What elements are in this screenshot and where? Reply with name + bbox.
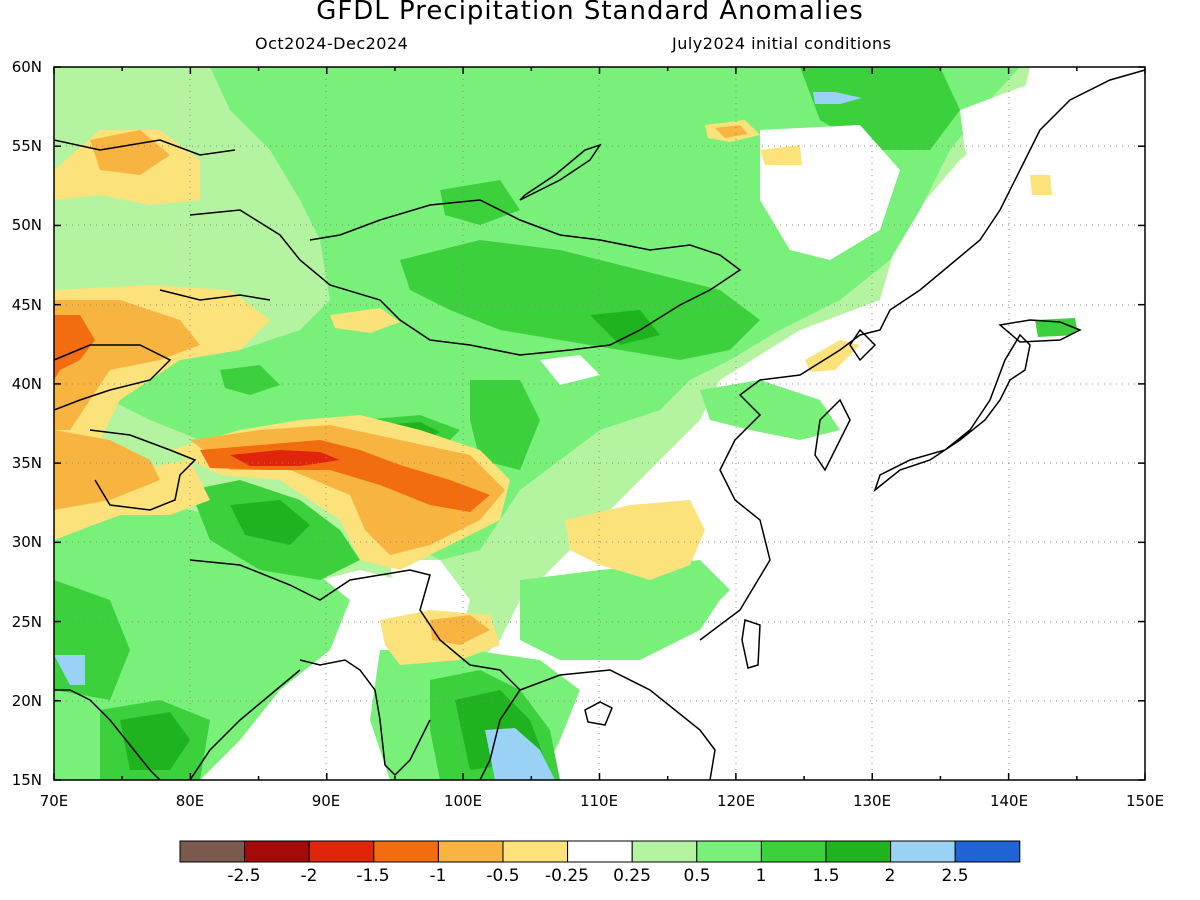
anomaly-region-dark-green bbox=[590, 310, 660, 345]
anomaly-region-dark-green bbox=[230, 500, 310, 545]
colorbar-label: -1.5 bbox=[356, 866, 389, 886]
lon-label: 100E bbox=[444, 792, 482, 810]
colorbar-label: 1.5 bbox=[812, 866, 839, 886]
lon-label: 120E bbox=[717, 792, 755, 810]
lat-label: 20N bbox=[12, 692, 42, 710]
colorbar-swatch bbox=[567, 840, 633, 863]
anomaly-region-yellow bbox=[330, 308, 400, 333]
lon-label: 70E bbox=[40, 792, 69, 810]
colorbar-label: -0.25 bbox=[545, 866, 589, 886]
anomaly-region-near-zero bbox=[960, 67, 1145, 300]
anomaly-region-green bbox=[520, 560, 730, 660]
anomaly-region-near-zero bbox=[540, 355, 600, 385]
lon-label: 80E bbox=[176, 792, 205, 810]
colorbar-label: 2 bbox=[885, 866, 896, 886]
lat-label: 40N bbox=[12, 375, 42, 393]
map-title: GFDL Precipitation Standard Anomalies bbox=[316, 0, 864, 26]
colorbar-label: -2 bbox=[301, 866, 318, 886]
colorbar-label: -0.5 bbox=[486, 866, 519, 886]
lon-label: 130E bbox=[853, 792, 891, 810]
lon-label: 110E bbox=[580, 792, 618, 810]
anomaly-region-green bbox=[700, 380, 840, 440]
anomaly-region-mid-green bbox=[400, 240, 760, 360]
anomaly-field bbox=[54, 67, 1145, 780]
anomaly-region-orange bbox=[54, 315, 95, 380]
colorbar-swatch bbox=[890, 840, 956, 863]
forecast-period: Oct2024-Dec2024 bbox=[255, 34, 409, 53]
lat-label: 60N bbox=[12, 58, 42, 76]
anomaly-region-yellow bbox=[565, 500, 705, 580]
lat-label: 50N bbox=[12, 216, 42, 234]
anomaly-region-yellow bbox=[1030, 175, 1052, 195]
colorbar-labels: -2.5 -2 -1.5 -1 -0.5 -0.25 0.25 0.5 1 1.… bbox=[227, 866, 968, 886]
colorbar-swatch bbox=[696, 840, 762, 863]
colorbar-label: 1 bbox=[756, 866, 767, 886]
anomaly-region-light-blue bbox=[485, 728, 555, 780]
colorbar-swatch bbox=[825, 840, 892, 863]
colorbar-swatch bbox=[760, 840, 827, 863]
lat-label: 35N bbox=[12, 454, 42, 472]
lon-label: 140E bbox=[990, 792, 1028, 810]
anomaly-region-light-blue bbox=[813, 92, 862, 104]
anomaly-region-near-zero bbox=[590, 300, 1145, 780]
coastlines-and-borders bbox=[54, 69, 1145, 780]
lat-label: 25N bbox=[12, 613, 42, 631]
lat-label: 30N bbox=[12, 533, 42, 551]
colorbar-swatch bbox=[437, 840, 504, 863]
lat-label: 15N bbox=[12, 771, 42, 789]
anomaly-region-mid-green bbox=[440, 180, 520, 225]
colorbar-label: -1 bbox=[430, 866, 447, 886]
latitude-labels: 15N 20N 25N 30N 35N 40N 45N 50N 55N 60N bbox=[12, 58, 42, 789]
lat-label: 45N bbox=[12, 296, 42, 314]
colorbar-swatch bbox=[373, 840, 439, 863]
colorbar-swatch bbox=[308, 840, 375, 863]
anomaly-region-red bbox=[230, 450, 340, 466]
colorbar-label: 2.5 bbox=[941, 866, 968, 886]
colorbar-swatch bbox=[631, 840, 698, 863]
colorbar-swatch bbox=[502, 840, 569, 863]
anomaly-region-mid-green bbox=[1035, 318, 1078, 337]
colorbar-swatch bbox=[244, 840, 310, 863]
gridlines bbox=[54, 67, 1145, 780]
anomaly-region-light-orange bbox=[54, 430, 160, 510]
lon-label: 150E bbox=[1126, 792, 1164, 810]
anomaly-region-mid-green bbox=[470, 380, 540, 470]
colorbar-swatch bbox=[954, 840, 1021, 863]
anomaly-region-light-blue bbox=[54, 655, 85, 685]
colorbar-label: 0.25 bbox=[613, 866, 651, 886]
colorbar-swatch bbox=[179, 840, 246, 863]
longitude-labels: 70E 80E 90E 100E 110E 120E 130E 140E 150… bbox=[40, 792, 1164, 810]
lon-label: 90E bbox=[312, 792, 341, 810]
anomaly-region-yellow bbox=[760, 145, 802, 165]
anomaly-region-light-orange bbox=[715, 125, 748, 138]
initial-conditions: July2024 initial conditions bbox=[672, 34, 892, 53]
colorbar-label: 0.5 bbox=[683, 866, 710, 886]
lat-label: 55N bbox=[12, 137, 42, 155]
axis-ticks bbox=[53, 66, 1146, 781]
colorbar bbox=[179, 840, 1021, 863]
colorbar-label: -2.5 bbox=[227, 866, 260, 886]
anomaly-region-mid-green bbox=[220, 365, 280, 395]
